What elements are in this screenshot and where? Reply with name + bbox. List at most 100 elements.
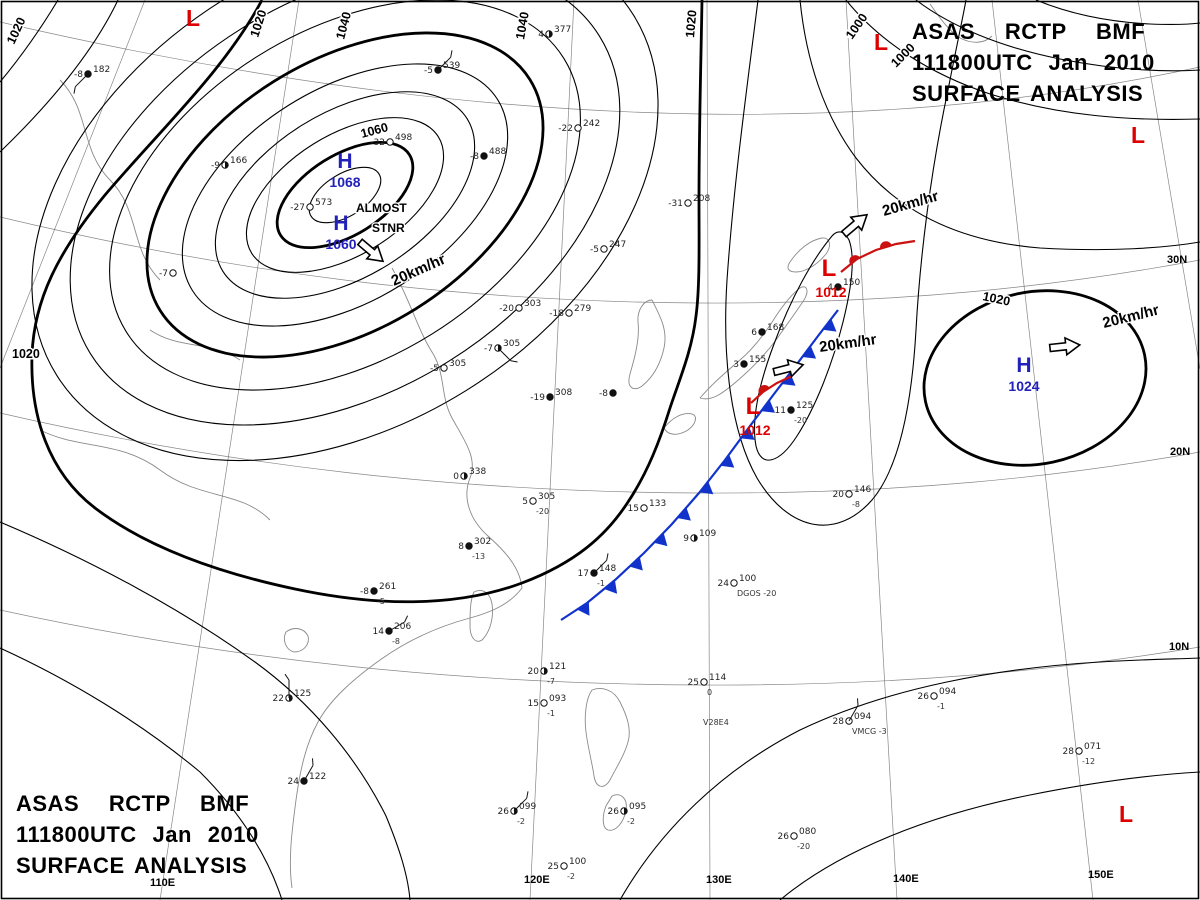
- coastline-luzon: [584, 688, 630, 787]
- station-plot: 15 093 -1: [528, 694, 567, 718]
- station-value: 121: [549, 662, 566, 672]
- station-plot: -31 208: [668, 194, 710, 209]
- title-block-bottom-left: ASAS RCTP BMF 111800UTC Jan 2010 SURFACE…: [16, 788, 259, 881]
- station-value: 100: [569, 857, 586, 867]
- warm-front-semicircle: [880, 241, 892, 249]
- coastline-hainan: [283, 628, 309, 653]
- low-marker: L: [1131, 122, 1145, 148]
- isobar-ring-1040: [145, 31, 545, 359]
- grid-label: 140E: [893, 873, 919, 885]
- wind-barb-feather: [510, 360, 518, 363]
- isobar-se-2: [779, 771, 1200, 900]
- station-value: 24: [718, 579, 730, 589]
- station-value: 338: [469, 467, 486, 477]
- isobar-ne-3: [915, 0, 1200, 72]
- wind-barb-feather: [606, 553, 609, 561]
- station-circle: [790, 832, 798, 840]
- station-value: DGOS -20: [737, 589, 776, 598]
- cold-front-triangle: [653, 532, 668, 547]
- warm-front: [840, 239, 916, 273]
- wind-barb-feather: [450, 50, 453, 58]
- station-value: -27: [290, 203, 305, 213]
- station-value: -8: [470, 152, 479, 162]
- cold-front-triangle: [802, 345, 817, 359]
- station-plot: 24 100 DGOS -20: [718, 574, 777, 598]
- isobar-label: 1020: [248, 8, 270, 39]
- station-value: 168: [767, 323, 784, 333]
- station-value: 26: [918, 692, 930, 702]
- wind-barb: [848, 705, 859, 722]
- station-circle: [787, 406, 795, 414]
- station-value: 148: [599, 564, 616, 574]
- coastline-korea: [628, 299, 666, 390]
- station-plot: 25 114 0: [688, 673, 727, 697]
- station-plot: 28 071 -12: [1063, 742, 1102, 766]
- station-value: -8: [392, 637, 400, 646]
- station-value: -12: [1082, 757, 1095, 766]
- cold-front-line: [560, 309, 839, 621]
- station-value: -20: [797, 842, 810, 851]
- station-plot: 26 095 -2: [608, 802, 647, 826]
- station-value: -8: [74, 70, 83, 80]
- low-symbol: L: [746, 393, 761, 420]
- station-value: 20: [528, 667, 540, 677]
- station-plot: 6 168: [751, 323, 784, 338]
- station-value: -2: [517, 817, 525, 826]
- high-value: 1060: [325, 236, 356, 252]
- coastlines: [39, 3, 993, 889]
- movement-arrow-icon: [840, 213, 869, 238]
- station-half-cover: [549, 30, 553, 38]
- isobar-nw-1: [0, 0, 59, 83]
- wind-barb-feather: [404, 615, 409, 623]
- parallel-40n: [0, 21, 1200, 115]
- station-value: 182: [93, 65, 110, 75]
- station-circle: [465, 542, 473, 550]
- wind-barb-feather: [857, 698, 859, 706]
- isobar-sw-1: [0, 521, 411, 900]
- station-value: 094: [939, 687, 956, 697]
- station-value: 6: [751, 328, 757, 338]
- station-value: VMCG -3: [852, 727, 887, 736]
- high-symbol: H: [333, 212, 348, 235]
- station-circle: [306, 203, 314, 211]
- system-movement: 20km/hr: [840, 186, 942, 238]
- wind-barb: [303, 765, 314, 782]
- isobar-sw-2: [0, 647, 283, 900]
- grid-label: 30N: [1167, 254, 1187, 266]
- isobar-nw-2: [0, 0, 119, 153]
- station-value: 28: [1063, 747, 1075, 757]
- station-circle: [440, 364, 448, 372]
- isobar-1020-main: [30, 0, 704, 604]
- station-value: V28E4: [703, 718, 729, 727]
- system-movement: 20km/hr: [772, 330, 879, 378]
- station-value: 11: [775, 406, 786, 416]
- station-plot: 22 125: [273, 673, 311, 704]
- station-plot: 14 206 -8: [373, 615, 411, 646]
- station-value: 22: [273, 694, 284, 704]
- station-value: 3: [733, 360, 739, 370]
- station-value: 0: [453, 472, 459, 482]
- station-value: 9: [683, 534, 689, 544]
- high-symbol: H: [337, 150, 352, 173]
- station-half-cover: [624, 807, 628, 815]
- title-block-top-right: ASAS RCTP BMF 111800UTC Jan 2010 SURFACE…: [912, 16, 1155, 109]
- station-plot: -5 539: [424, 50, 460, 76]
- annotation: STNR: [372, 221, 405, 235]
- station-value: -7: [484, 344, 493, 354]
- station-value: 093: [549, 694, 566, 704]
- station-value: 125: [796, 401, 813, 411]
- station-value: 208: [693, 194, 710, 204]
- station-plot: -9 166: [211, 156, 247, 171]
- low-pressure-center: L 1012: [815, 255, 846, 300]
- station-plot: 4 377: [538, 25, 571, 40]
- station-value: 5: [522, 497, 528, 507]
- grid-label: 130E: [706, 874, 732, 886]
- isobar-ring-1036: [109, 0, 581, 391]
- station-value: 305: [503, 339, 520, 349]
- station-value: -5: [377, 597, 385, 606]
